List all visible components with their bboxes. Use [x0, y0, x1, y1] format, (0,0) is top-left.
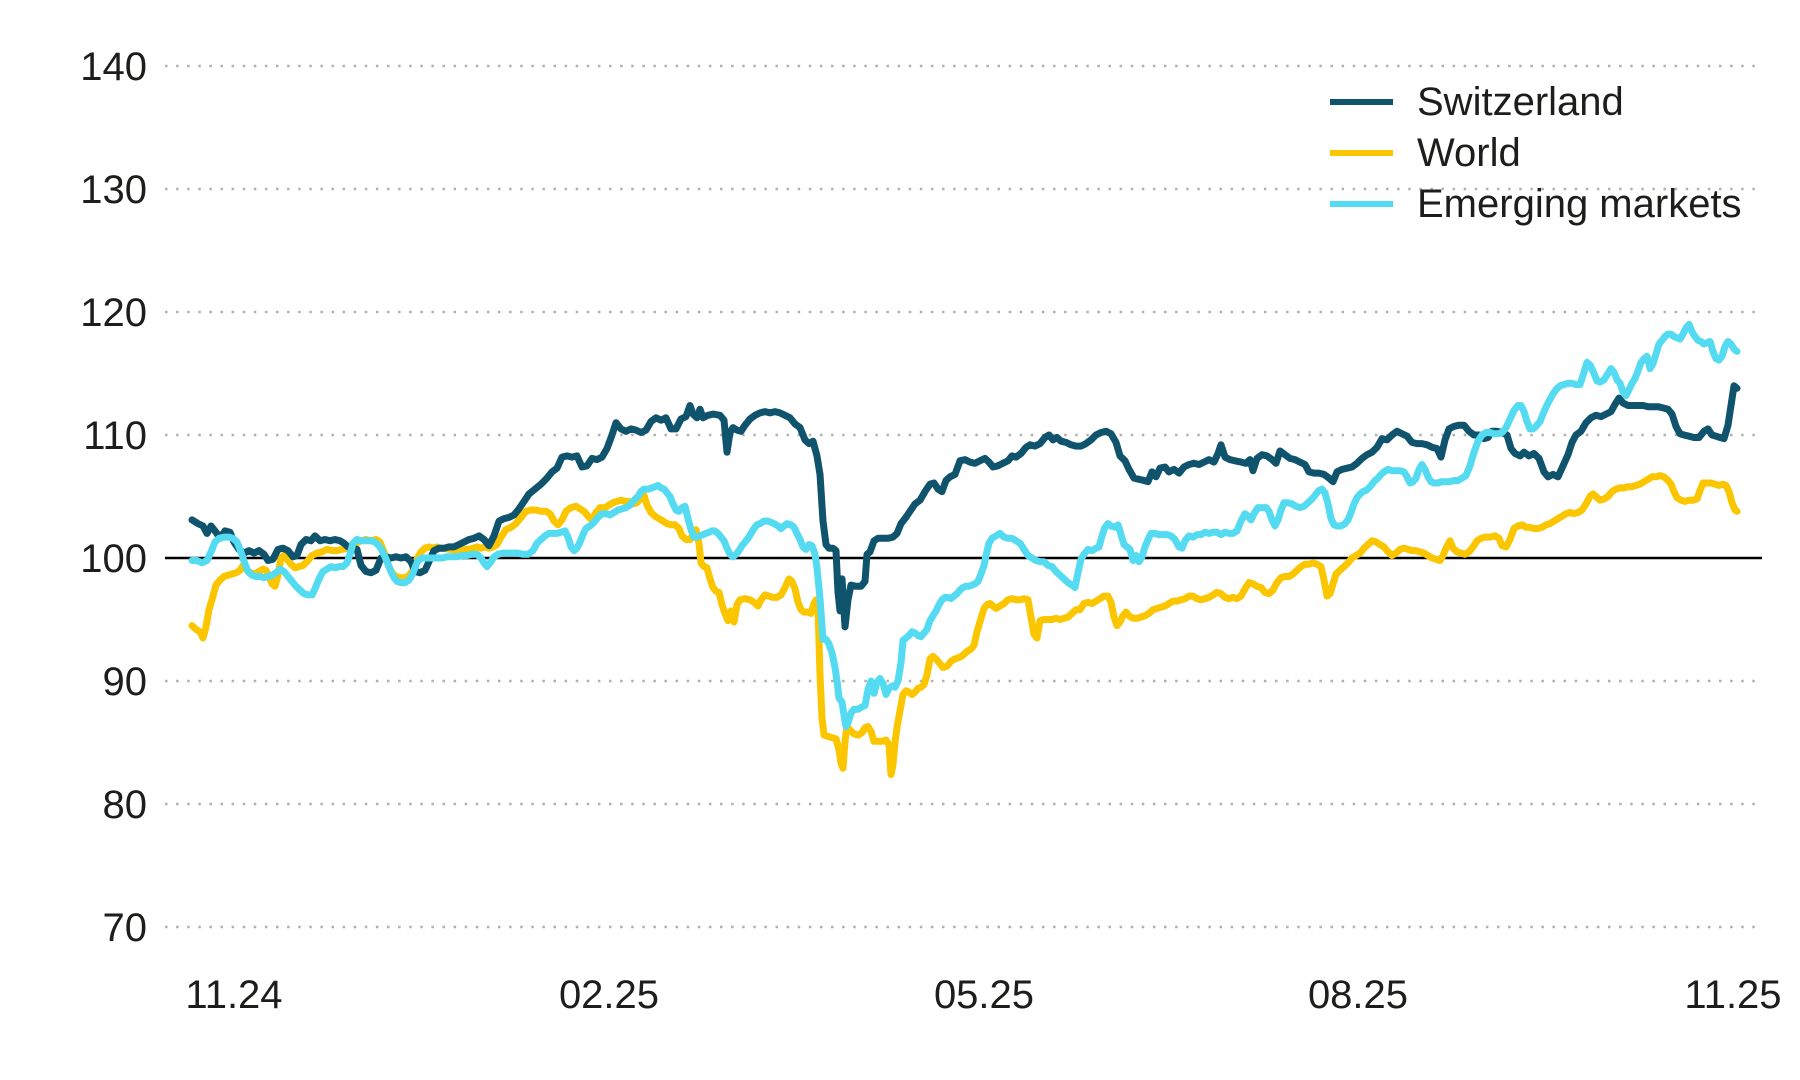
y-axis-tick-label: 90: [103, 660, 148, 704]
x-axis-tick-label: 02.25: [559, 973, 659, 1017]
y-axis-tick-label: 140: [80, 45, 147, 89]
series-line-emerging-markets: [188, 320, 1741, 730]
legend-swatch-emerging-markets-line: [1330, 200, 1393, 207]
y-axis-tick-label: 130: [80, 168, 147, 212]
legend-label-switzerland: Switzerland: [1417, 79, 1624, 124]
y-axis-tick-label: 70: [103, 906, 148, 950]
y-axis-tick-label: 80: [103, 783, 148, 827]
x-axis-tick-label: 11.25: [1684, 973, 1781, 1017]
legend-item-world: World: [1330, 127, 1742, 178]
series-line-world: [188, 472, 1741, 778]
legend-item-switzerland: Switzerland: [1330, 76, 1742, 127]
x-axis-tick-label: 05.25: [934, 973, 1034, 1017]
y-axis-tick-label: 120: [80, 291, 147, 335]
series-line-switzerland: [188, 382, 1741, 631]
legend-label-emerging-markets: Emerging markets: [1417, 181, 1742, 226]
legend-item-emerging-markets: Emerging markets: [1330, 178, 1742, 229]
y-axis-tick-label: 110: [83, 414, 147, 458]
y-axis-tick-label: 100: [80, 537, 147, 581]
legend-swatch-switzerland-line: [1330, 98, 1393, 105]
legend-swatch-world-line: [1330, 149, 1393, 156]
x-axis-tick-label: 11.24: [185, 973, 282, 1017]
x-axis-tick-label: 08.25: [1308, 973, 1408, 1017]
chart-legend: Switzerland World Emerging markets: [1330, 76, 1742, 229]
legend-label-world: World: [1417, 130, 1521, 175]
